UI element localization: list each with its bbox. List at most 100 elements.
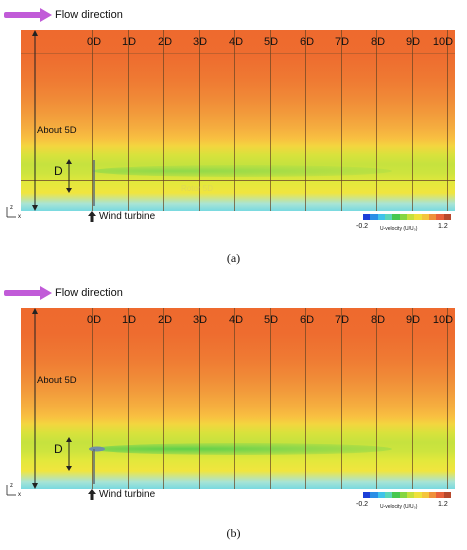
colorbar-swatch [406, 214, 415, 220]
colorbar-swatch [377, 214, 385, 220]
tick-label-3d: 3D [192, 314, 208, 326]
colorbar-swatch [443, 214, 451, 220]
tick-label-1d: 1D [121, 314, 137, 326]
grid-line-1d [128, 30, 129, 211]
axes-icon [6, 485, 16, 496]
coordinate-axes: z x [4, 205, 24, 225]
panel-caption: (a) [226, 251, 241, 265]
turbine-tower [93, 160, 95, 206]
tick-label-2d: 2D [157, 314, 173, 326]
colorbar [363, 214, 451, 220]
grid-line-5d [270, 30, 271, 211]
colorbar [363, 492, 451, 498]
grid-line-6d [305, 308, 306, 489]
panel-caption: (b) [226, 526, 241, 540]
grid-line-6d [305, 30, 306, 211]
tick-label-10d: 10D [432, 314, 454, 326]
grid-line-7d [341, 30, 342, 211]
grid-line-3d [199, 308, 200, 489]
colorbar-swatch [399, 214, 407, 220]
rotor-diameter-arrow-icon [66, 159, 72, 193]
tick-label-6d: 6D [299, 314, 315, 326]
guide-line [21, 53, 455, 54]
flow-direction-legend: Flow direction [4, 8, 123, 22]
grid-line-10d [447, 308, 448, 489]
grid-line-9d [412, 30, 413, 211]
grid-line-10d [447, 30, 448, 211]
tick-label-8d: 8D [370, 36, 386, 48]
domain-height-arrow-icon [32, 308, 38, 489]
colorbar-swatch [414, 492, 422, 498]
colorbar-swatch [363, 492, 371, 498]
grid-line-4d [234, 30, 235, 211]
colorbar-swatch [428, 492, 437, 498]
colorbar-title: U-velocity (U/U₀) [380, 504, 418, 510]
tick-label-5d: 5D [263, 36, 279, 48]
axis-x-label: x [18, 214, 21, 220]
tick-label-4d: 4D [228, 36, 244, 48]
coordinate-axes: z x [4, 483, 24, 503]
grid-line-9d [412, 308, 413, 489]
grid-line-2d [163, 308, 164, 489]
rotor-diameter-label: D [54, 442, 63, 456]
velocity-field: Rotor 5D [21, 30, 455, 211]
tick-label-9d: 9D [405, 314, 421, 326]
colorbar-swatch [414, 214, 422, 220]
colorbar-swatch [399, 492, 407, 498]
colorbar-title: U-velocity (U/U₀) [380, 226, 418, 232]
grid-line-8d [376, 308, 377, 489]
turbine-wake [92, 165, 392, 177]
wind-turbine-marker: Wind turbine [88, 211, 155, 222]
faint-annotation: Rotor 5D [181, 184, 214, 193]
turbine-wake [92, 443, 392, 455]
colorbar-swatch [421, 214, 429, 220]
colorbar-swatch [436, 214, 444, 220]
colorbar-swatch [392, 214, 400, 220]
wind-turbine-marker: Wind turbine [88, 489, 155, 500]
colorbar-max-label: 1.2 [438, 501, 448, 508]
grid-line-3d [199, 30, 200, 211]
colorbar-min-label: -0.2 [356, 501, 369, 508]
colorbar-swatch [392, 492, 400, 498]
colorbar-swatch [384, 214, 393, 220]
colorbar-swatch [370, 492, 378, 498]
colorbar-swatch [436, 492, 444, 498]
colorbar-max-label: 1.2 [438, 223, 448, 230]
colorbar-min-label: -0.2 [356, 223, 369, 230]
axes-icon [6, 207, 16, 218]
wind-turbine-label: Wind turbine [99, 211, 156, 222]
grid-line-2d [163, 30, 164, 211]
grid-line-0d [92, 308, 93, 489]
tick-label-0d: 0D [86, 36, 102, 48]
flow-direction-label: Flow direction [55, 287, 123, 299]
panel-a: Flow direction Rotor 5D 0D 1D 2D 3D 4D 5… [4, 8, 455, 265]
colorbar-swatch [428, 214, 437, 220]
flow-direction-label: Flow direction [55, 9, 123, 21]
axis-x-label: x [18, 492, 21, 498]
rotor-diameter-label: D [54, 164, 63, 178]
domain-height-arrow-icon [32, 30, 38, 211]
flow-direction-arrow-icon [4, 286, 52, 300]
domain-height-label: About 5D [37, 125, 77, 136]
grid-line-4d [234, 308, 235, 489]
axis-z-label: z [10, 205, 13, 211]
colorbar-swatch [384, 492, 393, 498]
velocity-field [21, 308, 455, 489]
colorbar-swatch [363, 214, 371, 220]
tick-label-7d: 7D [334, 314, 350, 326]
grid-line-7d [341, 308, 342, 489]
up-arrow-icon [88, 211, 96, 222]
grid-line-8d [376, 30, 377, 211]
tick-label-9d: 9D [405, 36, 421, 48]
hub-height-line [21, 180, 455, 181]
tick-label-0d: 0D [86, 314, 102, 326]
tick-label-7d: 7D [334, 36, 350, 48]
tick-label-8d: 8D [370, 314, 386, 326]
turbine-tower [89, 446, 105, 484]
grid-line-5d [270, 308, 271, 489]
tick-label-10d: 10D [432, 36, 454, 48]
domain-height-label: About 5D [37, 375, 77, 386]
panel-b: Flow direction 0D 1D 2D 3D 4D 5D 6D 7D 8… [0, 278, 467, 550]
tick-label-5d: 5D [263, 314, 279, 326]
up-arrow-icon [88, 489, 96, 500]
